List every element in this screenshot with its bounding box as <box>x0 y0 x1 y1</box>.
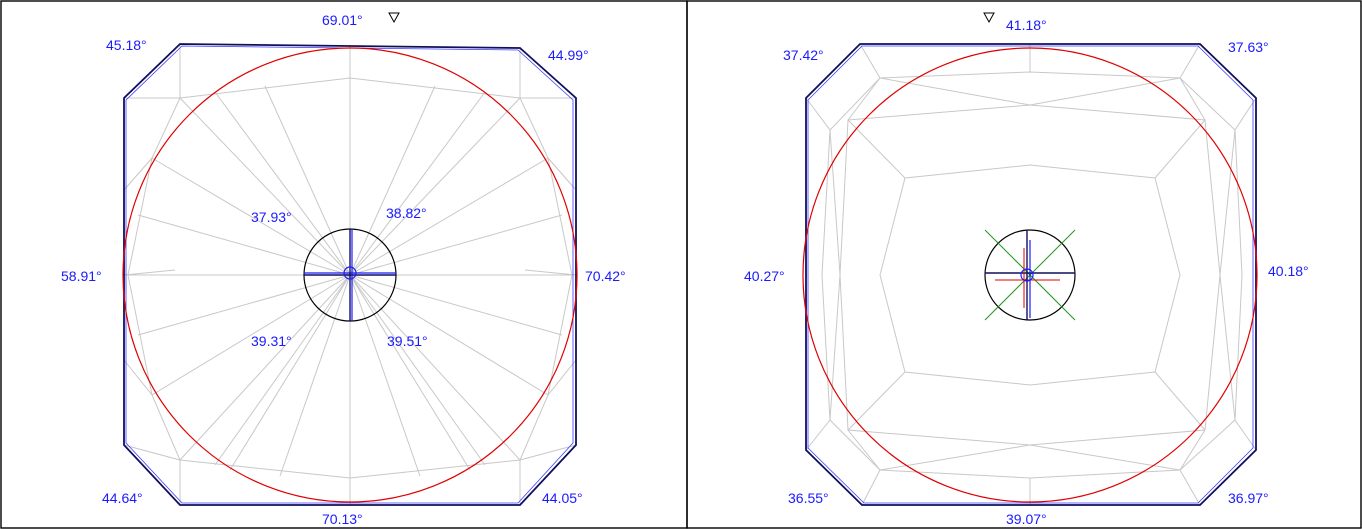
crown-view-panel: 69.01° 45.18° 44.99° 58.91° 70.42° 44.64… <box>0 0 688 529</box>
pavilion-center-dot <box>1020 268 1034 282</box>
pavilion-view-frame <box>686 0 1362 529</box>
crown-angle-right: 70.42° <box>585 268 626 284</box>
crown-angle-top: 69.01° <box>322 12 363 28</box>
crown-angle-inner-bottom-right: 39.51° <box>387 333 428 349</box>
crown-center-dot <box>343 266 357 280</box>
crown-angle-left: 58.91° <box>61 268 102 284</box>
pavilion-angle-bottom: 39.07° <box>1006 511 1047 527</box>
crown-outline <box>123 43 577 506</box>
pavilion-outline <box>805 43 1257 506</box>
pavilion-girdle-circle <box>802 47 1258 503</box>
pavilion-angle-bottom-left: 36.55° <box>788 490 829 506</box>
crown-angle-inner-bottom-left: 39.31° <box>251 333 292 349</box>
crown-angle-bottom-left: 44.64° <box>102 490 143 506</box>
pavilion-angle-right: 40.18° <box>1268 263 1309 279</box>
crown-outline-inner <box>125 45 574 504</box>
pavilion-orientation-marker-icon <box>983 12 995 24</box>
crown-angle-top-left: 45.18° <box>106 37 147 53</box>
pavilion-culet-circle <box>984 229 1076 321</box>
crown-facet-lines <box>123 44 577 506</box>
crown-angle-bottom: 70.13° <box>322 511 363 527</box>
crown-angle-inner-top-left: 37.93° <box>251 209 292 225</box>
crown-angle-bottom-right: 44.05° <box>542 490 583 506</box>
pavilion-angle-bottom-right: 36.97° <box>1228 490 1269 506</box>
pavilion-facet-lines <box>805 43 1257 506</box>
crown-view-frame <box>0 0 688 529</box>
pavilion-angle-top-right: 37.63° <box>1228 39 1269 55</box>
crown-angle-inner-top-right: 38.82° <box>386 205 427 221</box>
pavilion-angle-left: 40.27° <box>744 268 785 284</box>
crown-girdle-circle <box>122 47 578 503</box>
pavilion-view-panel: 41.18° 37.42° 37.63° 40.27° 40.18° 36.55… <box>686 0 1362 529</box>
crown-orientation-marker-icon <box>388 12 400 24</box>
pavilion-outline-inner <box>807 45 1254 504</box>
crown-angle-top-right: 44.99° <box>548 47 589 63</box>
pavilion-angle-top-left: 37.42° <box>783 47 824 63</box>
pavilion-angle-top: 41.18° <box>1006 17 1047 33</box>
